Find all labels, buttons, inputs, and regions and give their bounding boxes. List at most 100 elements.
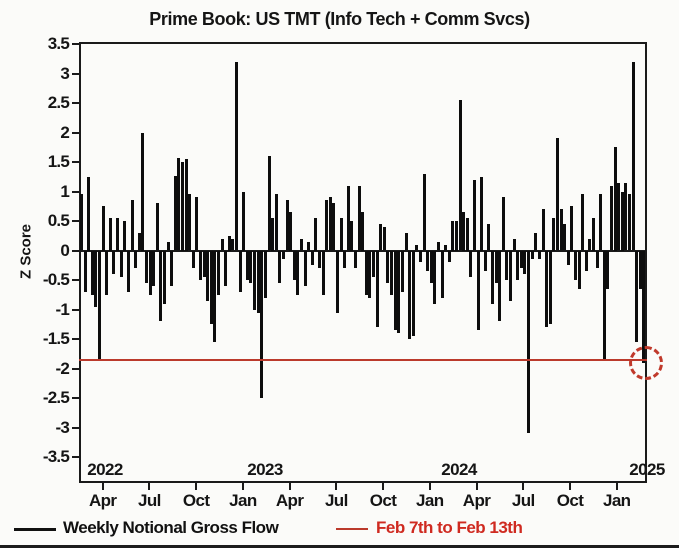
bar — [602, 250, 606, 360]
bar — [310, 250, 314, 266]
bar — [458, 100, 462, 251]
bar — [411, 250, 415, 336]
x-tick-mark — [569, 483, 571, 490]
bar — [281, 250, 285, 260]
bar — [119, 250, 123, 278]
y-tick-mark — [72, 102, 79, 104]
x-tick-label: Oct — [369, 491, 397, 510]
bar — [447, 250, 451, 263]
bar — [570, 206, 574, 251]
bar — [299, 238, 303, 251]
bar — [422, 173, 426, 251]
bar — [292, 250, 296, 280]
bar — [433, 250, 437, 304]
bar — [357, 185, 361, 251]
bar — [177, 157, 181, 251]
bar — [595, 250, 599, 269]
bar — [289, 212, 293, 251]
year-label: 2024 — [441, 460, 477, 479]
bar — [227, 235, 231, 251]
bar — [476, 250, 480, 331]
bar — [285, 200, 289, 251]
bar — [188, 194, 192, 251]
bar — [238, 250, 242, 292]
bar — [591, 218, 595, 251]
bar — [631, 61, 635, 251]
bar — [249, 250, 253, 283]
bar — [148, 250, 152, 295]
bar — [328, 197, 332, 251]
bar — [245, 250, 249, 280]
y-tick-mark — [72, 279, 79, 281]
legend-item-reference: Feb 7th to Feb 13th — [336, 518, 666, 540]
bar — [527, 250, 530, 434]
bar — [541, 209, 545, 251]
bar — [487, 223, 491, 251]
year-label: 2025 — [629, 460, 665, 479]
bar — [440, 250, 444, 298]
bar — [155, 203, 159, 251]
bar — [346, 185, 350, 251]
bar — [516, 250, 520, 280]
x-tick-mark — [475, 483, 478, 490]
bar — [548, 250, 552, 325]
x-tick-mark — [522, 483, 525, 490]
bar — [202, 250, 206, 278]
chart-title: Prime Book: US TMT (Info Tech + Comm Svc… — [149, 9, 530, 29]
y-tick-mark — [72, 131, 79, 134]
bar — [180, 162, 184, 251]
bar — [620, 191, 624, 251]
bar — [617, 182, 621, 251]
bar — [144, 250, 148, 283]
y-tick-label: -2 — [55, 358, 69, 378]
x-tick-mark — [101, 483, 104, 490]
bar — [454, 221, 458, 251]
y-tick-mark — [72, 367, 79, 370]
bar — [332, 203, 336, 251]
bar — [354, 250, 357, 269]
bar — [566, 250, 570, 266]
bar — [555, 138, 559, 251]
bar — [130, 200, 134, 251]
bar — [87, 176, 91, 251]
x-tick-label: Jul — [324, 491, 348, 510]
bar — [235, 61, 238, 251]
bar — [393, 250, 397, 331]
bar — [465, 218, 469, 251]
y-tick-mark — [72, 426, 79, 429]
bar — [339, 218, 343, 251]
bar — [173, 175, 177, 251]
bar — [390, 250, 393, 295]
y-tick-mark — [72, 43, 79, 45]
y-tick-mark — [72, 72, 79, 75]
bar — [408, 250, 412, 339]
legend-item-gross-flow: Weekly Notional Gross Flow — [14, 518, 344, 540]
bar — [386, 250, 390, 283]
bar — [123, 221, 127, 251]
y-tick-mark — [72, 220, 79, 222]
bar — [584, 250, 588, 272]
y-tick-label: 2.5 — [47, 93, 70, 112]
bar — [278, 250, 282, 283]
bar — [462, 212, 466, 251]
bar — [577, 250, 581, 289]
bar — [473, 179, 476, 251]
bar — [314, 218, 318, 251]
bar — [552, 218, 556, 251]
bar — [418, 250, 422, 263]
bar — [317, 250, 321, 269]
bar — [137, 232, 141, 251]
x-tick-mark — [288, 483, 291, 490]
x-tick-label: Jul — [511, 491, 535, 510]
bar — [307, 241, 311, 251]
x-tick-mark — [428, 483, 431, 490]
bar — [436, 241, 440, 251]
x-tick-label: Apr — [462, 491, 491, 510]
legend-label-gross-flow: Weekly Notional Gross Flow — [63, 518, 279, 537]
y-tick-label: 1 — [60, 181, 69, 201]
bar — [134, 250, 138, 269]
bar — [209, 250, 213, 325]
bar — [159, 250, 163, 322]
x-tick-label: Oct — [182, 491, 210, 510]
bar — [116, 218, 120, 251]
